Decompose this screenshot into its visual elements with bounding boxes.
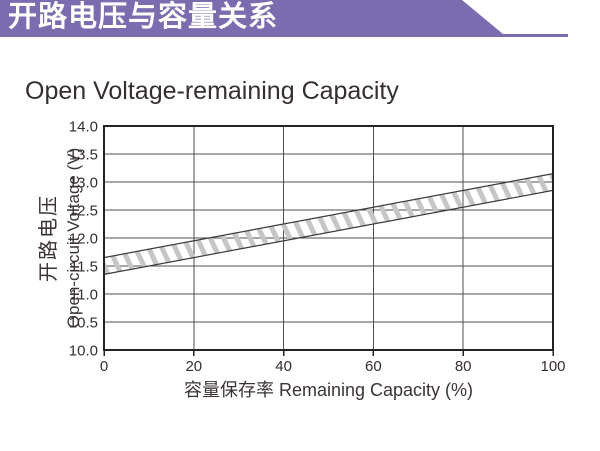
x-tick-marks	[103, 350, 554, 356]
y-tick-label: 10.0	[69, 343, 98, 360]
x-tick-label: 100	[540, 358, 565, 375]
page-title: 开路电压与容量关系	[8, 1, 279, 33]
y-tick-label: 11.0	[70, 287, 98, 304]
x-tick-label: 20	[185, 358, 202, 375]
y-tick-labels: 14.0 13.5 13.0 12.5 12.0 11.5 11.0 10.5 10.0	[69, 119, 98, 360]
y-tick-label: 13.5	[69, 147, 98, 164]
x-tick-label: 0	[100, 358, 108, 375]
y-tick-label: 12.0	[69, 231, 98, 248]
y-axis-label: 开路电压 Open-circuit Voltage (V)	[35, 88, 87, 388]
x-tick-label: 80	[455, 358, 472, 375]
voltage-band	[103, 173, 554, 275]
x-axis-label: 容量保存率 Remaining Capacity (%)	[183, 380, 474, 400]
gridlines	[104, 126, 553, 350]
y-tick-label: 13.0	[69, 175, 98, 192]
y-tick-label: 11.5	[70, 259, 98, 276]
y-tick-label: 10.5	[69, 315, 98, 332]
y-tick-label: 14.0	[69, 119, 98, 136]
x-tick-label: 40	[275, 358, 292, 375]
y-tick-label: 12.5	[69, 203, 98, 220]
plot-border	[103, 125, 554, 351]
x-tick-labels: 0 20 40 60 80 100	[100, 358, 566, 375]
y-axis-label-en: Open-circuit Voltage (V)	[64, 147, 83, 329]
y-axis-label-cn: 开路电压	[38, 194, 60, 282]
chart-title: Open Voltage-remaining Capacity	[25, 77, 399, 105]
x-tick-label: 60	[365, 358, 382, 375]
